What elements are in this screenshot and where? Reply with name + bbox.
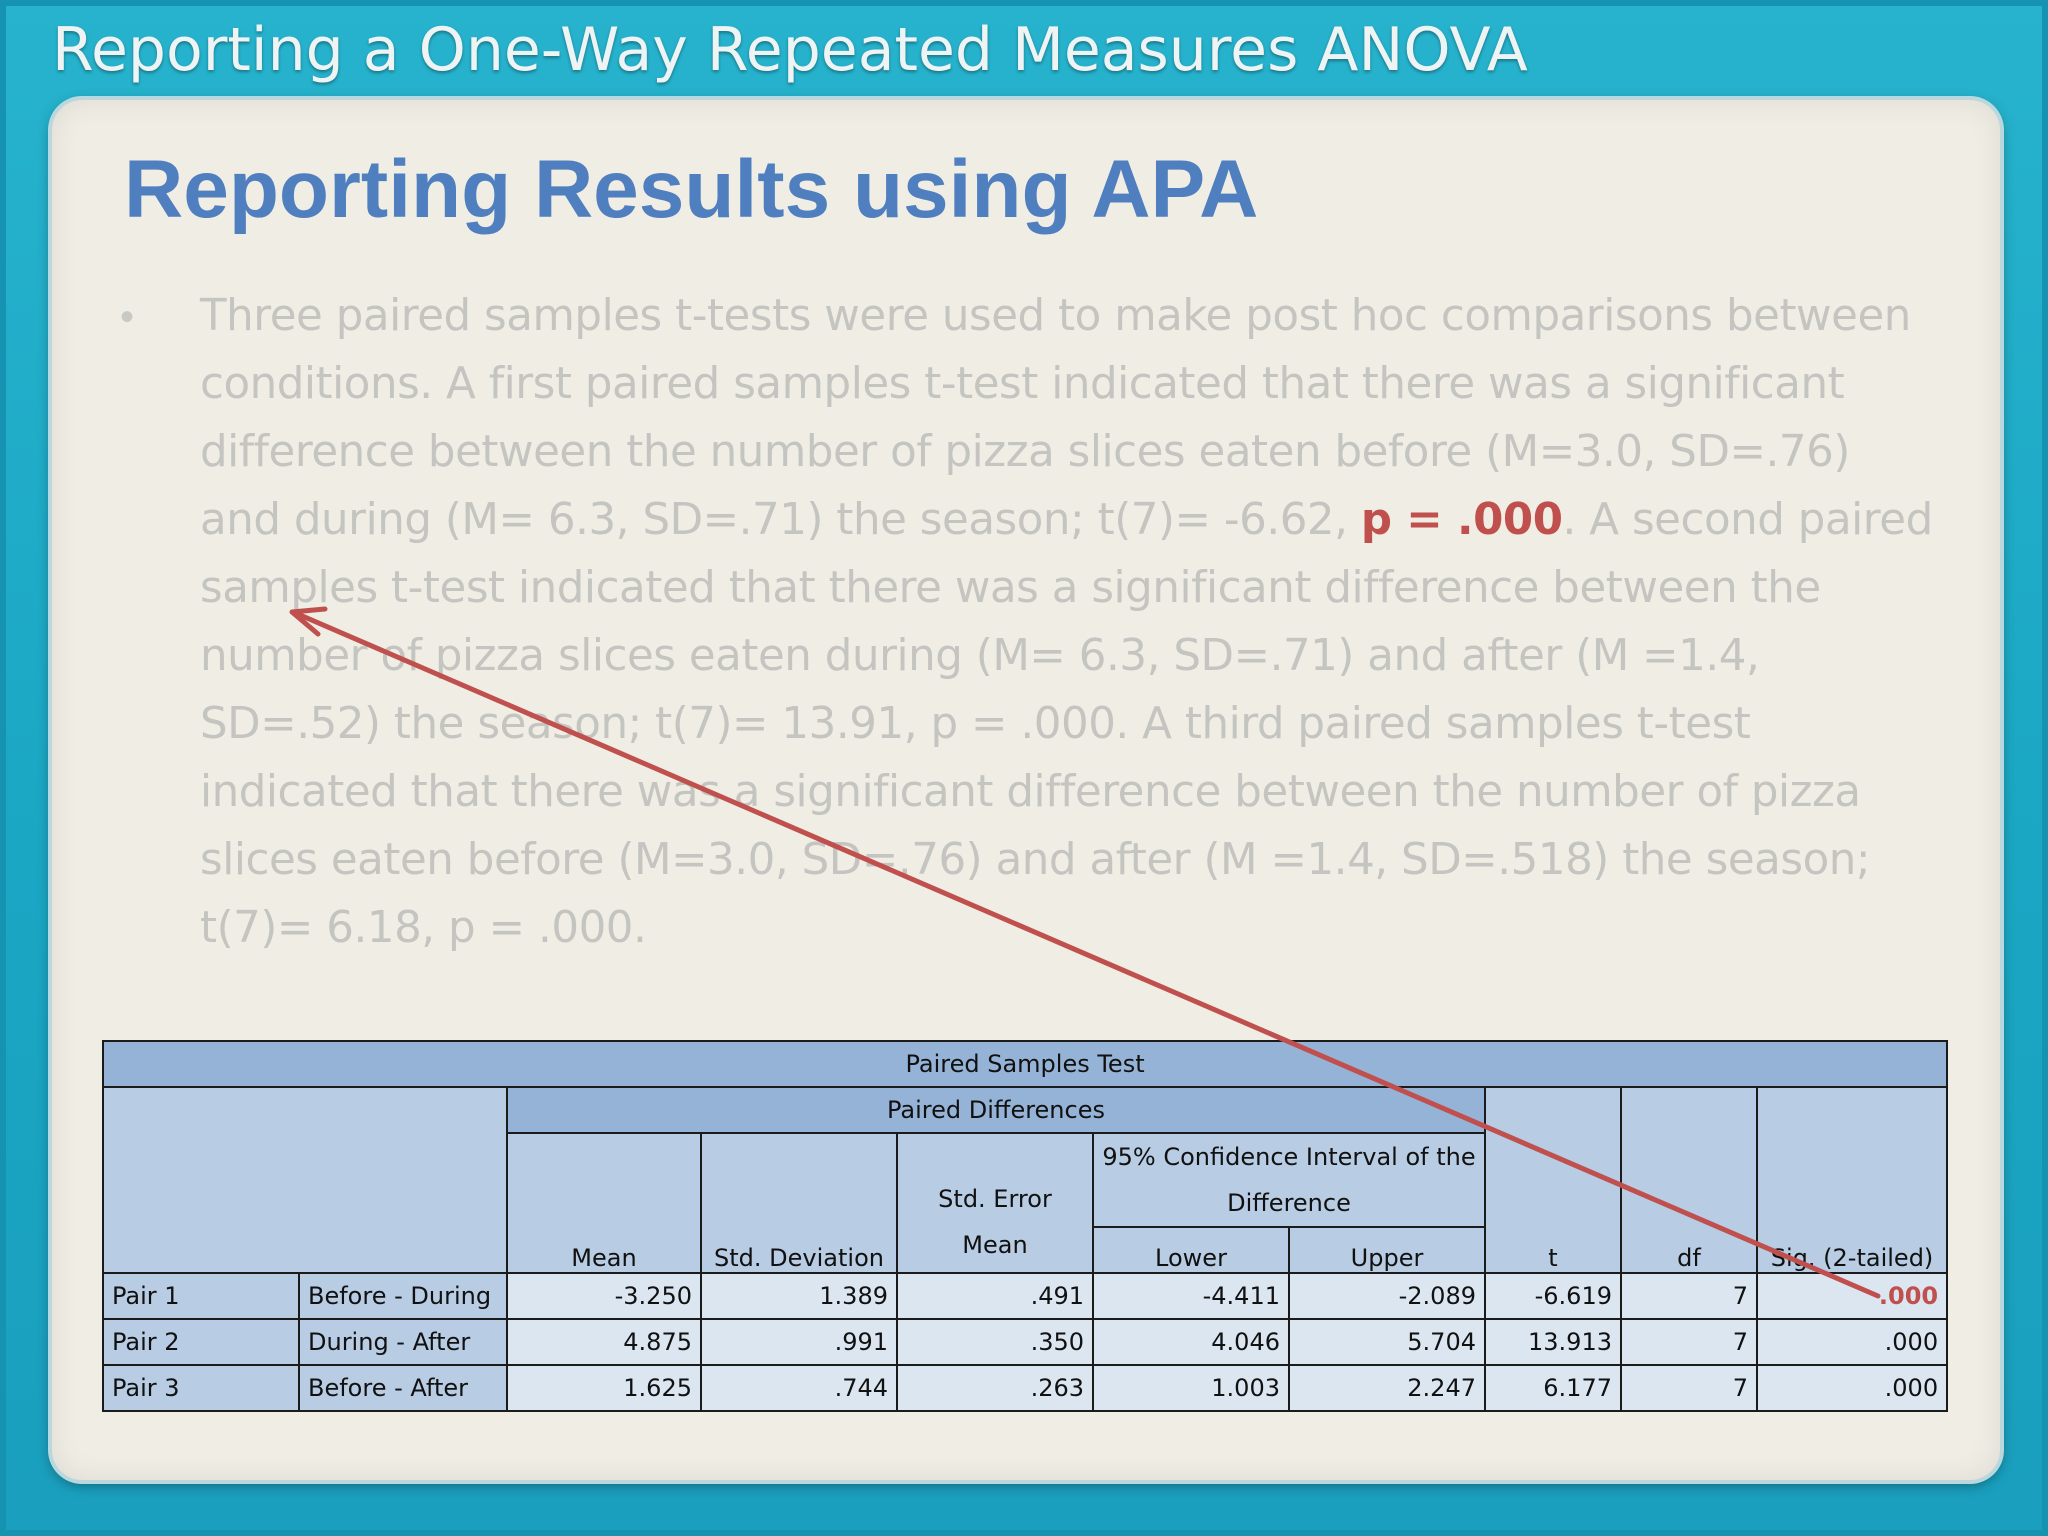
cell-upper: 5.704 <box>1288 1318 1486 1366</box>
col-header-lower: Lower <box>1092 1226 1290 1274</box>
col-header-df: df <box>1620 1086 1758 1274</box>
cell-std-deviation: .991 <box>700 1318 898 1366</box>
table-row: Pair 3 Before - After 1.625 .744 .263 1.… <box>102 1364 1949 1412</box>
row-header-blank <box>102 1086 508 1274</box>
cell-std-error: .350 <box>896 1318 1094 1366</box>
col-header-std-deviation: Std. Deviation <box>700 1132 898 1274</box>
table-row: Pair 1 Before - During -3.250 1.389 .491… <box>102 1272 1949 1320</box>
page-title: Reporting Results using APA <box>124 144 1259 235</box>
cell-std-error: .491 <box>896 1272 1094 1320</box>
pair-label: Pair 3 <box>102 1364 300 1412</box>
cell-std-deviation: 1.389 <box>700 1272 898 1320</box>
cell-upper: 2.247 <box>1288 1364 1486 1412</box>
paired-samples-table: Paired Samples Test Paired Differences t… <box>101 1040 1949 1412</box>
body-text-part1: Three paired samples t-tests were used t… <box>200 291 1911 545</box>
cell-std-deviation: .744 <box>700 1364 898 1412</box>
table-row: Pair 2 During - After 4.875 .991 .350 4.… <box>102 1318 1949 1366</box>
cell-mean: 1.625 <box>506 1364 702 1412</box>
body-paragraph: Three paired samples t-tests were used t… <box>200 282 1940 962</box>
pair-label: Pair 2 <box>102 1318 300 1366</box>
col-header-std-error-mean: Std. Error Mean <box>896 1132 1094 1274</box>
col-header-upper: Upper <box>1288 1226 1486 1274</box>
comparison-label: Before - After <box>298 1364 508 1412</box>
cell-df: 7 <box>1620 1272 1758 1320</box>
comparison-label: Before - During <box>298 1272 508 1320</box>
table-title: Paired Samples Test <box>101 1040 1949 1088</box>
pair-label: Pair 1 <box>102 1272 300 1320</box>
highlighted-p-value: p = .000 <box>1360 495 1563 545</box>
cell-sig: .000 <box>1755 1364 1949 1412</box>
cell-mean: -3.250 <box>506 1272 702 1320</box>
cell-df: 7 <box>1620 1364 1758 1412</box>
paired-differences-header: Paired Differences <box>506 1086 1486 1134</box>
body-text-part2: . A second paired samples t-test indicat… <box>200 495 1933 953</box>
cell-t: 13.913 <box>1484 1318 1622 1366</box>
cell-lower: 1.003 <box>1092 1364 1290 1412</box>
cell-sig: .000 <box>1755 1318 1949 1366</box>
ci-header: 95% Confidence Interval of the Differenc… <box>1092 1132 1486 1228</box>
col-header-sig: Sig. (2-tailed) <box>1755 1086 1949 1274</box>
cell-t: 6.177 <box>1484 1364 1622 1412</box>
slide-header: Reporting a One-Way Repeated Measures AN… <box>52 15 1528 85</box>
col-header-mean: Mean <box>506 1132 702 1274</box>
cell-mean: 4.875 <box>506 1318 702 1366</box>
col-header-t: t <box>1484 1086 1622 1274</box>
cell-std-error: .263 <box>896 1364 1094 1412</box>
cell-lower: 4.046 <box>1092 1318 1290 1366</box>
bullet-marker: • <box>120 295 135 339</box>
cell-df: 7 <box>1620 1318 1758 1366</box>
cell-sig-highlighted: .000 <box>1755 1272 1949 1320</box>
cell-t: -6.619 <box>1484 1272 1622 1320</box>
cell-lower: -4.411 <box>1092 1272 1290 1320</box>
cell-upper: -2.089 <box>1288 1272 1486 1320</box>
comparison-label: During - After <box>298 1318 508 1366</box>
